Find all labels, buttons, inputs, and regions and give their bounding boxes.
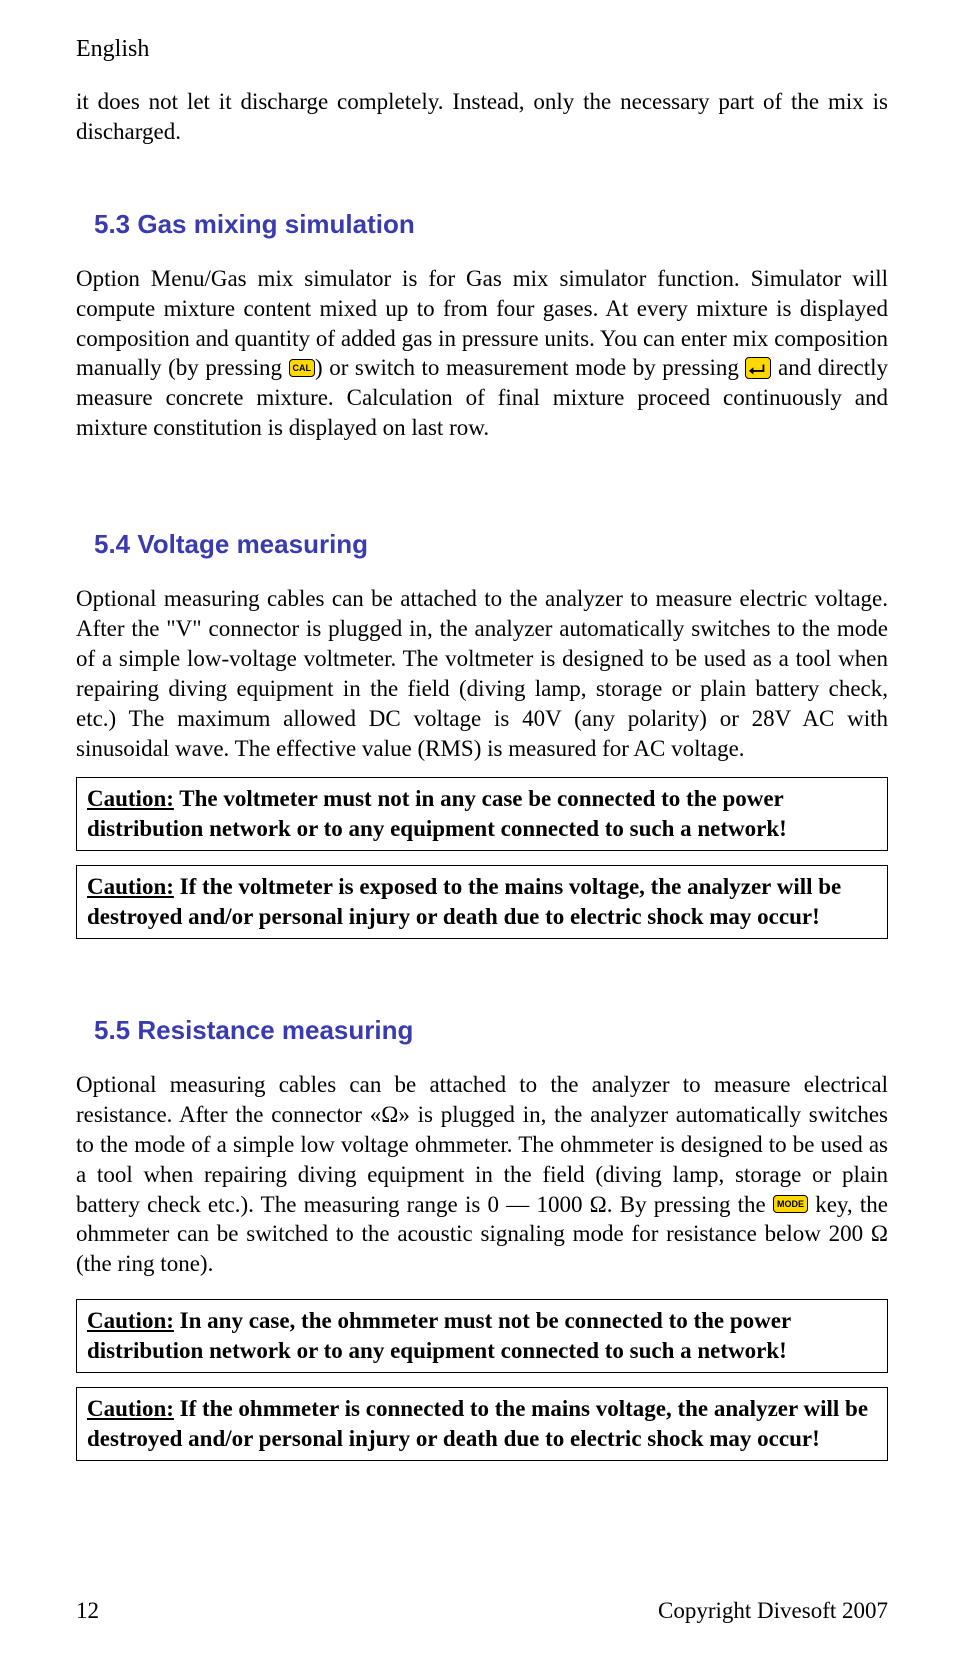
page-number: 12 (76, 1598, 99, 1624)
cal-key-icon: CAL (289, 359, 316, 377)
section-5-5-paragraph: Optional measuring cables can be attache… (76, 1070, 888, 1279)
mode-key-icon: MODE (773, 1195, 808, 1213)
caution-text: If the voltmeter is exposed to the mains… (87, 874, 841, 929)
caution-label: Caution: (87, 874, 174, 899)
caution-box-ohmmeter-mains: Caution: If the ohmmeter is connected to… (76, 1387, 888, 1461)
header-language-label: English (76, 36, 888, 63)
caution-label: Caution: (87, 786, 174, 811)
page-content: English it does not let it discharge com… (0, 0, 960, 1501)
caution-box-ohmmeter-network: Caution: In any case, the ohmmeter must … (76, 1299, 888, 1373)
enter-key-icon (745, 357, 771, 379)
caution-box-voltmeter-mains: Caution: If the voltmeter is exposed to … (76, 865, 888, 939)
caution-label: Caution: (87, 1396, 174, 1421)
sec55-text-a: Optional measuring cables can be attache… (76, 1072, 888, 1217)
section-5-3-heading: 5.3 Gas mixing simulation (76, 209, 888, 240)
copyright-text: Copyright Divesoft 2007 (658, 1598, 888, 1624)
intro-paragraph: it does not let it discharge completely.… (76, 87, 888, 147)
caution-box-voltmeter-network: Caution: The voltmeter must not in any c… (76, 777, 888, 851)
caution-text: The voltmeter must not in any case be co… (87, 786, 787, 841)
section-5-5-heading: 5.5 Resistance measuring (76, 1015, 888, 1046)
section-5-4-paragraph: Optional measuring cables can be attache… (76, 584, 888, 763)
caution-text: In any case, the ohmmeter must not be co… (87, 1308, 791, 1363)
section-5-3-paragraph: Option Menu/Gas mix simulator is for Gas… (76, 264, 888, 443)
sec53-text-b: ) or switch to measurement mode by press… (315, 355, 745, 380)
page-footer: 12 Copyright Divesoft 2007 (76, 1598, 888, 1624)
caution-text: If the ohmmeter is connected to the main… (87, 1396, 868, 1451)
caution-label: Caution: (87, 1308, 174, 1333)
section-5-4-heading: 5.4 Voltage measuring (76, 529, 888, 560)
